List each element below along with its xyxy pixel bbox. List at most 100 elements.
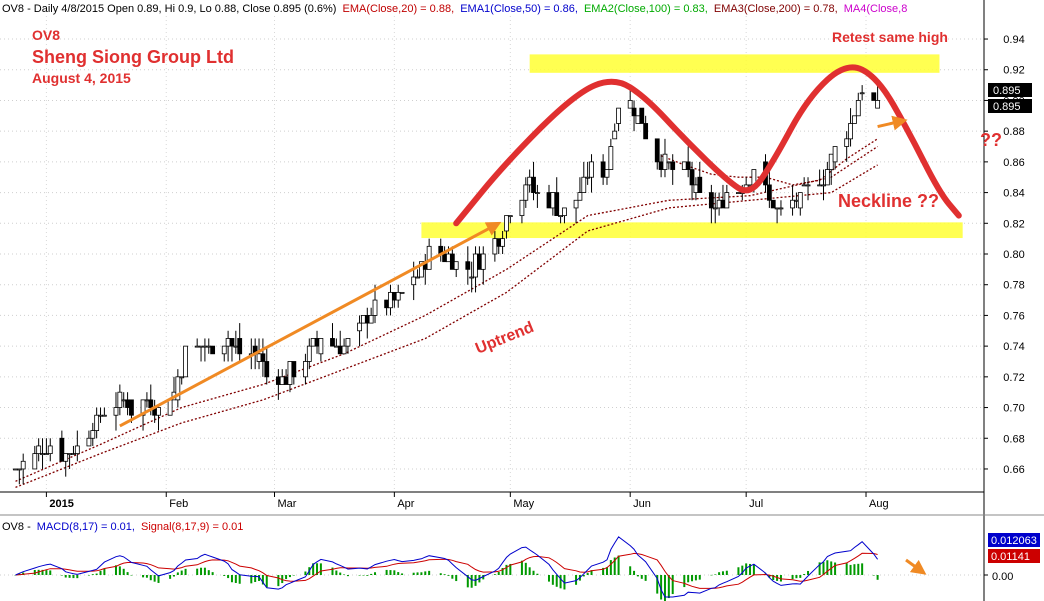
macd-histogram-bar [149, 575, 152, 581]
macd-histogram-bar [528, 567, 531, 575]
macd-histogram-bar [258, 575, 261, 581]
y-tick-label: 0.68 [1003, 433, 1024, 445]
candle-up [426, 245, 432, 270]
macd-histogram-bar [234, 575, 237, 583]
macd-histogram-bar [64, 575, 67, 578]
gridlines [0, 16, 984, 492]
macd-histogram-bar [551, 575, 554, 585]
macd-value-label: 0.012063 [991, 535, 1037, 547]
candle-up [500, 238, 505, 247]
candle-up [86, 437, 92, 447]
candle-down [643, 123, 649, 140]
macd-histogram-bar [277, 575, 280, 587]
macd-histogram-bar [176, 572, 179, 575]
x-tick-label: Jul [749, 498, 763, 510]
y-tick-label: 0.66 [1003, 464, 1024, 476]
candle-down [554, 192, 560, 217]
macd-histogram-bar [203, 567, 206, 575]
macd-histogram-bar [532, 570, 535, 575]
candle-up [848, 123, 853, 140]
macd-histogram-bar [196, 568, 199, 575]
macd-line [15, 536, 879, 598]
candle-up [13, 468, 18, 471]
candle-up [693, 184, 699, 193]
macd-histogram-bar [68, 575, 71, 578]
candle-up [507, 215, 513, 218]
macd-histogram-bar [834, 562, 837, 575]
candle-up [63, 453, 69, 462]
macd-zero-tick: 0.00 [992, 571, 1013, 583]
macd-histogram-bar [671, 575, 674, 595]
macd-histogram-bar [694, 575, 697, 581]
candle-up [121, 399, 127, 402]
macd-histogram-bar [822, 562, 825, 575]
macd-histogram-bar [501, 567, 504, 575]
candle-up [117, 391, 123, 408]
macd-histogram-bar [849, 564, 852, 575]
y-tick-label: 0.80 [1003, 249, 1024, 261]
candle-up [523, 184, 529, 201]
macd-histogram-bar [663, 575, 666, 601]
candle-up [179, 376, 185, 379]
y-tick-label: 0.88 [1003, 126, 1024, 138]
macd-histogram-bar [238, 575, 241, 584]
macd-histogram-bar [876, 575, 879, 580]
macd-histogram-bar [130, 574, 133, 576]
macd-histogram-bar [211, 572, 214, 575]
macd-value-box [988, 533, 1040, 547]
macd-histogram-bar [172, 575, 175, 577]
candle-up [589, 161, 594, 178]
macd-histogram-bar [698, 575, 701, 580]
candle-down [658, 161, 664, 170]
candle-up [805, 184, 811, 187]
macd-histogram-bar [872, 575, 875, 576]
candle-down [391, 291, 397, 301]
macd-histogram-bar [803, 574, 806, 575]
macd-histogram-bar [807, 570, 810, 575]
candle-up [627, 100, 633, 109]
candle-up [608, 146, 614, 170]
candle-down [689, 169, 695, 186]
macd-histogram-bar [346, 575, 349, 577]
macd-histogram-bar [714, 574, 717, 575]
candle-up [577, 192, 583, 201]
macd-histogram-bar [470, 575, 473, 588]
macd-histogram-bar [687, 575, 690, 583]
macd-histogram-bar [91, 574, 94, 575]
candle-down [229, 338, 235, 347]
candle-down [314, 338, 320, 347]
trend-arrows [119, 115, 908, 428]
candle-up [790, 199, 795, 209]
candle-up [550, 192, 556, 209]
macd-histogram-bar [493, 574, 496, 575]
candle-up [681, 161, 687, 170]
neckline-annotation: Neckline ?? [838, 191, 939, 211]
y-tick-label: 0.70 [1003, 403, 1024, 415]
company-title: Sheng Siong Group Ltd [32, 47, 234, 67]
candle-up [411, 276, 417, 286]
candle-up [368, 315, 374, 324]
macd-histogram-bar [99, 570, 102, 575]
candle-up [287, 361, 293, 385]
last-close-box [988, 83, 1032, 97]
macd-histogram-bar [424, 571, 427, 575]
candle-up [832, 146, 838, 163]
candle-up [480, 253, 486, 270]
header-legend: OV8 - Daily 4/8/2015 Open 0.89, Hi 0.9, … [2, 3, 907, 15]
macd-histogram-bar [575, 575, 578, 585]
macd-histogram-bar [118, 566, 121, 575]
macd-histogram-bar [316, 563, 319, 575]
candle-down [531, 176, 536, 193]
candle-up [662, 153, 668, 170]
macd-histogram-bar [644, 575, 647, 581]
candle-down [720, 199, 726, 209]
macd-histogram-bar [223, 575, 226, 576]
hand-drawn-curve [453, 64, 962, 227]
y-tick-label: 0.86 [1003, 157, 1024, 169]
ema-lower-line [15, 164, 878, 489]
time-axis-labels: 2015 Feb Mar Apr May Jun Jul Aug [45, 492, 889, 510]
macd-histogram-bar [779, 575, 782, 582]
candle-up [415, 276, 420, 279]
double-top-curve [453, 64, 962, 227]
macd-histogram-bar [370, 573, 373, 575]
